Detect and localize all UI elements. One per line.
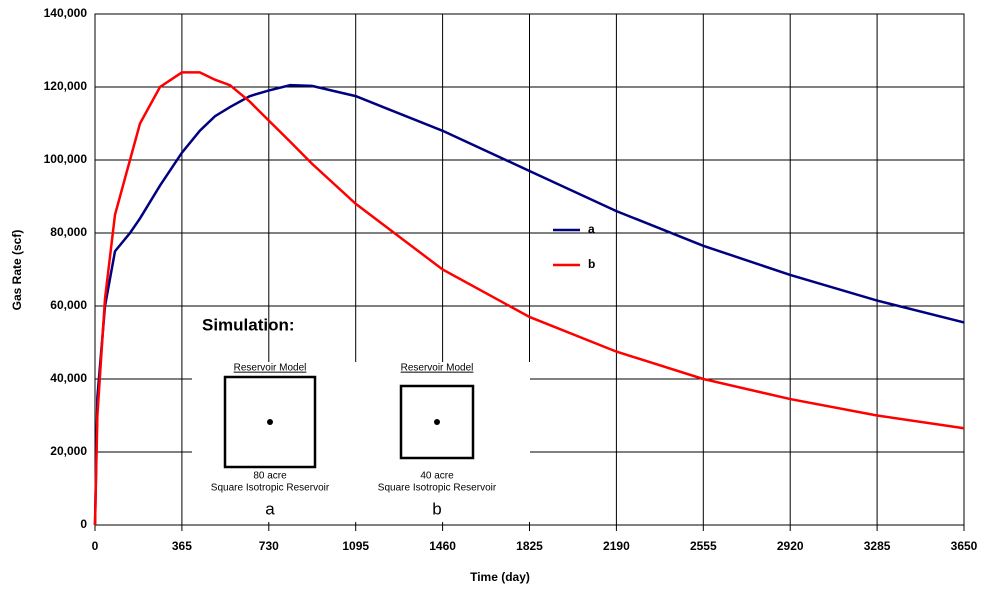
x-tick-label: 1460 (429, 539, 456, 553)
well-dot (434, 419, 440, 425)
x-tick-label: 1825 (516, 539, 543, 553)
y-tick-label: 100,000 (44, 152, 88, 166)
y-axis-label: Gas Rate (scf) (10, 230, 24, 311)
x-tick-label: 2920 (777, 539, 804, 553)
x-tick-label: 2190 (603, 539, 630, 553)
x-axis-label: Time (day) (470, 570, 530, 584)
y-tick-label: 80,000 (50, 225, 87, 239)
x-tick-label: 2555 (690, 539, 717, 553)
inset-size: 40 acre (420, 471, 454, 482)
inset-header: Reservoir Model (234, 363, 307, 374)
inset-size: 80 acre (253, 471, 287, 482)
well-dot (267, 419, 273, 425)
inset-label: b (432, 499, 441, 518)
reservoir-square (399, 384, 475, 460)
x-tick-label: 3285 (864, 539, 891, 553)
plot-border (94, 13, 965, 526)
inset-desc: Square Isotropic Reservoir (211, 483, 330, 494)
inset-header: Reservoir Model (401, 363, 474, 374)
series-line (93, 83, 965, 526)
legend-label: b (588, 257, 595, 271)
reservoir-square (223, 375, 317, 469)
series-line (93, 71, 965, 526)
y-tick-label: 0 (80, 517, 87, 531)
y-tick-label: 40,000 (50, 371, 87, 385)
y-tick-label: 140,000 (44, 6, 88, 20)
legend-label: a (588, 222, 595, 236)
y-tick-label: 20,000 (50, 444, 87, 458)
x-tick-label: 365 (172, 539, 192, 553)
x-tick-label: 0 (92, 539, 99, 553)
inset-label: a (265, 499, 275, 518)
inset-background (192, 362, 530, 522)
y-tick-label: 120,000 (44, 79, 88, 93)
inset-desc: Square Isotropic Reservoir (378, 483, 497, 494)
x-tick-label: 1095 (342, 539, 369, 553)
inset-title: Simulation: (202, 315, 295, 334)
y-tick-label: 60,000 (50, 298, 87, 312)
x-tick-label: 730 (259, 539, 279, 553)
x-tick-label: 3650 (951, 539, 978, 553)
